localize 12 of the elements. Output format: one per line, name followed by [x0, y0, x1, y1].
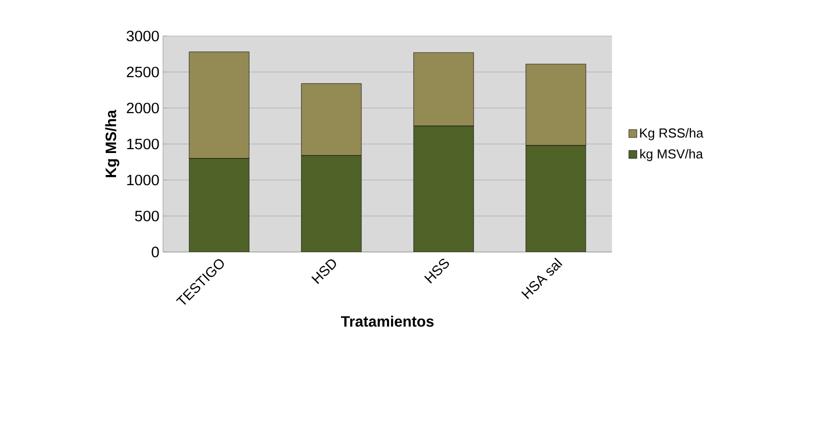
y-tick-label: 0: [152, 246, 159, 258]
y-tick-label: 1000: [127, 174, 159, 186]
legend-label: kg MSV/ha: [640, 148, 704, 162]
x-tick-label: HSA sal: [521, 258, 562, 300]
y-tick-label: 1500: [127, 138, 159, 150]
y-tick-label: 3000: [126, 30, 159, 42]
y-tick-label: 2000: [126, 102, 159, 114]
y-tick-label: 500: [135, 210, 159, 222]
y-axis-title: Kg MS/ha: [105, 110, 120, 178]
x-axis-title: Tratamientos: [340, 316, 434, 327]
legend-label: Kg RSS/ha: [640, 128, 704, 140]
y-tick-label: 2500: [126, 66, 159, 78]
